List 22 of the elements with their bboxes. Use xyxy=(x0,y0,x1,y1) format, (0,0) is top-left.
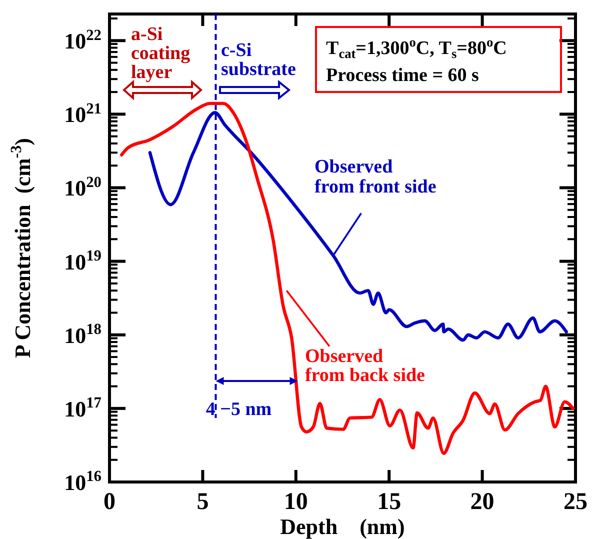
annotation: Process time = 60 s xyxy=(326,65,479,86)
text: T$_{cat}$=1,300$^{o}$C, T$_{s}$=80$^{o}$C xyxy=(326,34,507,61)
y-tick-label: 10$^{18}$ xyxy=(64,321,102,348)
x-tick-label: 5 xyxy=(196,489,209,515)
x-tick-label: 0 xyxy=(104,489,116,515)
x-tick-label: 25 xyxy=(564,489,588,515)
annotation: 4 −5 nm xyxy=(206,399,272,420)
x-tick-label: 10 xyxy=(284,489,308,515)
x-tick-label: 15 xyxy=(377,489,402,515)
y-tick-label: 10$^{16}$ xyxy=(64,468,102,495)
x-axis-title: Depth (nm) xyxy=(280,514,405,539)
y-tick-label: 10$^{19}$ xyxy=(64,248,102,274)
series-label: Observed from back side xyxy=(305,346,425,386)
y-tick-label: 10$^{20}$ xyxy=(64,174,102,201)
annotation: c-Si substrate xyxy=(221,40,296,80)
annotation: a-Si coating layer xyxy=(131,24,191,83)
x-tick-label: 20 xyxy=(470,489,494,515)
y-tick-label: 10$^{21}$ xyxy=(64,100,102,128)
y-tick-label: 10$^{22}$ xyxy=(64,26,102,54)
series-label: Observed from front side xyxy=(314,156,436,198)
y-tick-label: 10$^{17}$ xyxy=(64,394,102,422)
line-series xyxy=(120,102,575,455)
